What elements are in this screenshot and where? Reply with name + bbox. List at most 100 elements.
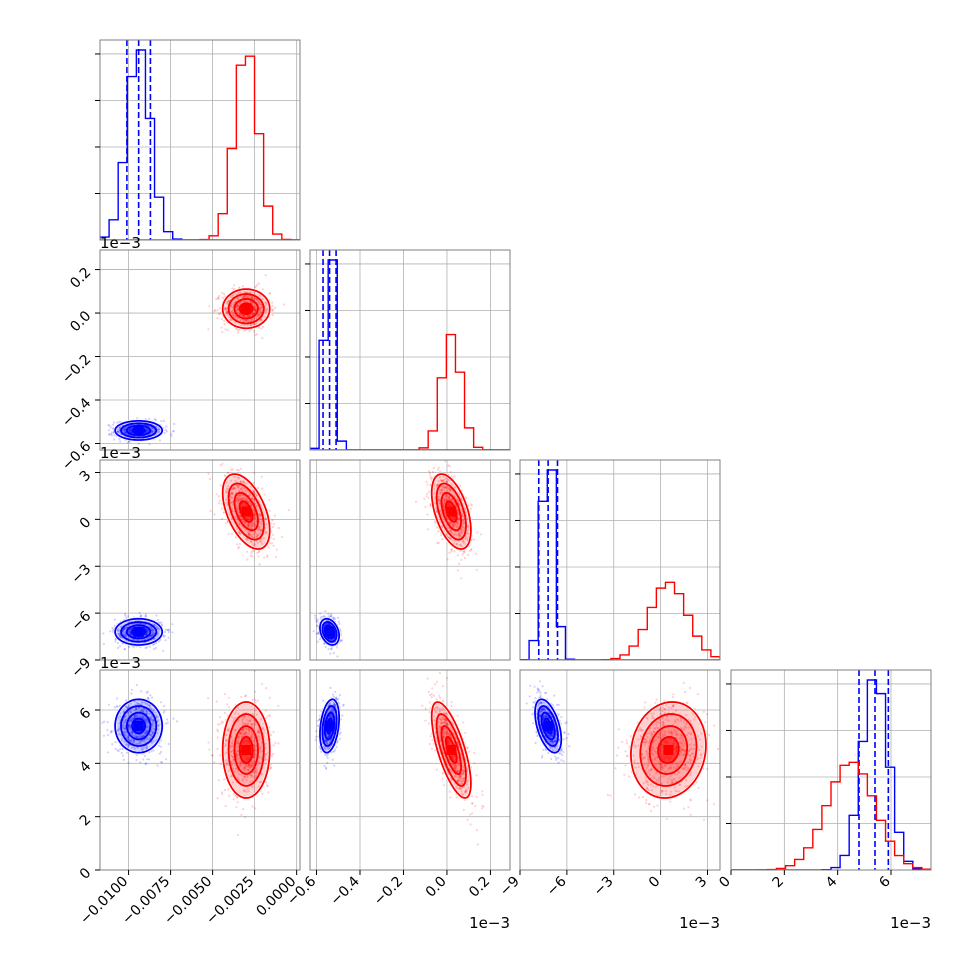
scatter-point bbox=[324, 610, 326, 612]
scatter-point bbox=[111, 434, 113, 436]
scatter-point bbox=[428, 491, 430, 493]
scatter-point bbox=[221, 791, 223, 793]
scatter-point bbox=[254, 334, 256, 336]
scatter-point bbox=[319, 612, 321, 614]
scatter-point bbox=[227, 329, 229, 331]
scatter-point bbox=[270, 734, 272, 736]
scatter-point bbox=[429, 472, 431, 474]
density-peak bbox=[241, 304, 251, 314]
scatter-point bbox=[165, 758, 167, 760]
scatter-point bbox=[117, 647, 119, 649]
scatter-point bbox=[336, 655, 338, 657]
scatter-point bbox=[164, 432, 166, 434]
scatter-point bbox=[127, 762, 129, 764]
scatter-point bbox=[251, 550, 253, 552]
hist-series-1 bbox=[731, 762, 931, 870]
scatter-point bbox=[268, 499, 270, 501]
scatter-point bbox=[476, 531, 478, 533]
scatter-point bbox=[267, 547, 269, 549]
scatter-point bbox=[271, 301, 273, 303]
scatter-point bbox=[272, 309, 274, 311]
hist-series-1 bbox=[100, 56, 300, 240]
scatter-point bbox=[426, 481, 428, 483]
scatter-point bbox=[426, 514, 428, 516]
scatter-point bbox=[237, 332, 239, 334]
scatter-point bbox=[116, 697, 118, 699]
scatter-point bbox=[462, 553, 464, 555]
hist-panel-1 bbox=[310, 250, 510, 450]
scatter-point bbox=[164, 635, 166, 637]
scatter-point bbox=[426, 484, 428, 486]
scatter-point bbox=[107, 751, 109, 753]
scatter-point bbox=[146, 692, 148, 694]
scatter-point bbox=[168, 743, 170, 745]
scatter-point bbox=[223, 778, 225, 780]
scatter-point bbox=[113, 434, 115, 436]
scatter-point bbox=[148, 443, 150, 445]
scatter-point bbox=[459, 485, 461, 487]
scatter-point bbox=[457, 569, 459, 571]
scatter-point bbox=[111, 743, 113, 745]
scatter-point bbox=[163, 705, 165, 707]
scatter-point bbox=[265, 274, 267, 276]
scatter-point bbox=[454, 475, 456, 477]
scatter-point bbox=[170, 435, 172, 437]
scatter-point bbox=[322, 616, 324, 618]
scatter-point bbox=[278, 527, 280, 529]
scatter-point bbox=[470, 503, 472, 505]
scatter-point bbox=[272, 534, 274, 536]
scatter-point bbox=[114, 706, 116, 708]
scatter-panel-2-1 bbox=[310, 460, 510, 660]
scatter-point bbox=[333, 652, 335, 654]
scatter-point bbox=[221, 518, 223, 520]
scatter-point bbox=[480, 533, 482, 535]
scatter-point bbox=[124, 648, 126, 650]
scatter-point bbox=[224, 323, 226, 325]
scatter-point bbox=[457, 554, 459, 556]
scatter-point bbox=[239, 543, 241, 545]
scatter-point bbox=[235, 806, 237, 808]
scatter-point bbox=[217, 797, 219, 799]
hist-series-0 bbox=[520, 470, 720, 660]
scatter-point bbox=[223, 293, 225, 295]
scatter-point bbox=[103, 643, 105, 645]
scatter-point bbox=[429, 474, 431, 476]
scatter-point bbox=[263, 494, 265, 496]
scatter-point bbox=[109, 630, 111, 632]
scatter-point bbox=[441, 538, 443, 540]
scatter-point bbox=[476, 569, 478, 571]
scatter-point bbox=[341, 639, 343, 641]
scatter-point bbox=[151, 697, 153, 699]
scatter-point bbox=[221, 292, 223, 294]
scatter-point bbox=[221, 463, 223, 465]
density-peak bbox=[134, 627, 144, 637]
scatter-point bbox=[262, 288, 264, 290]
scatter-point bbox=[218, 298, 220, 300]
scatter-point bbox=[330, 648, 332, 650]
scatter-point bbox=[111, 627, 113, 629]
scatter-point bbox=[139, 646, 141, 648]
scatter-point bbox=[108, 704, 110, 706]
scatter-point bbox=[283, 303, 285, 305]
scatter-point bbox=[261, 683, 263, 685]
scatter-point bbox=[236, 543, 238, 545]
scatter-point bbox=[265, 717, 267, 719]
scatter-point bbox=[272, 526, 274, 528]
scatter-point bbox=[338, 621, 340, 623]
hist-series-0 bbox=[310, 260, 510, 450]
scatter-point bbox=[327, 613, 329, 615]
scatter-point bbox=[115, 748, 117, 750]
scatter-point bbox=[125, 617, 127, 619]
scatter-point bbox=[314, 615, 316, 617]
scatter-point bbox=[244, 816, 246, 818]
density-peak bbox=[446, 507, 456, 517]
scatter-point bbox=[163, 420, 165, 422]
scatter-point bbox=[327, 648, 329, 650]
scatter-point bbox=[155, 614, 157, 616]
scatter-point bbox=[136, 754, 138, 756]
scatter-point bbox=[267, 791, 269, 793]
scatter-point bbox=[155, 419, 157, 421]
scatter-point bbox=[219, 500, 221, 502]
scatter-point bbox=[449, 465, 451, 467]
scatter-point bbox=[336, 646, 338, 648]
